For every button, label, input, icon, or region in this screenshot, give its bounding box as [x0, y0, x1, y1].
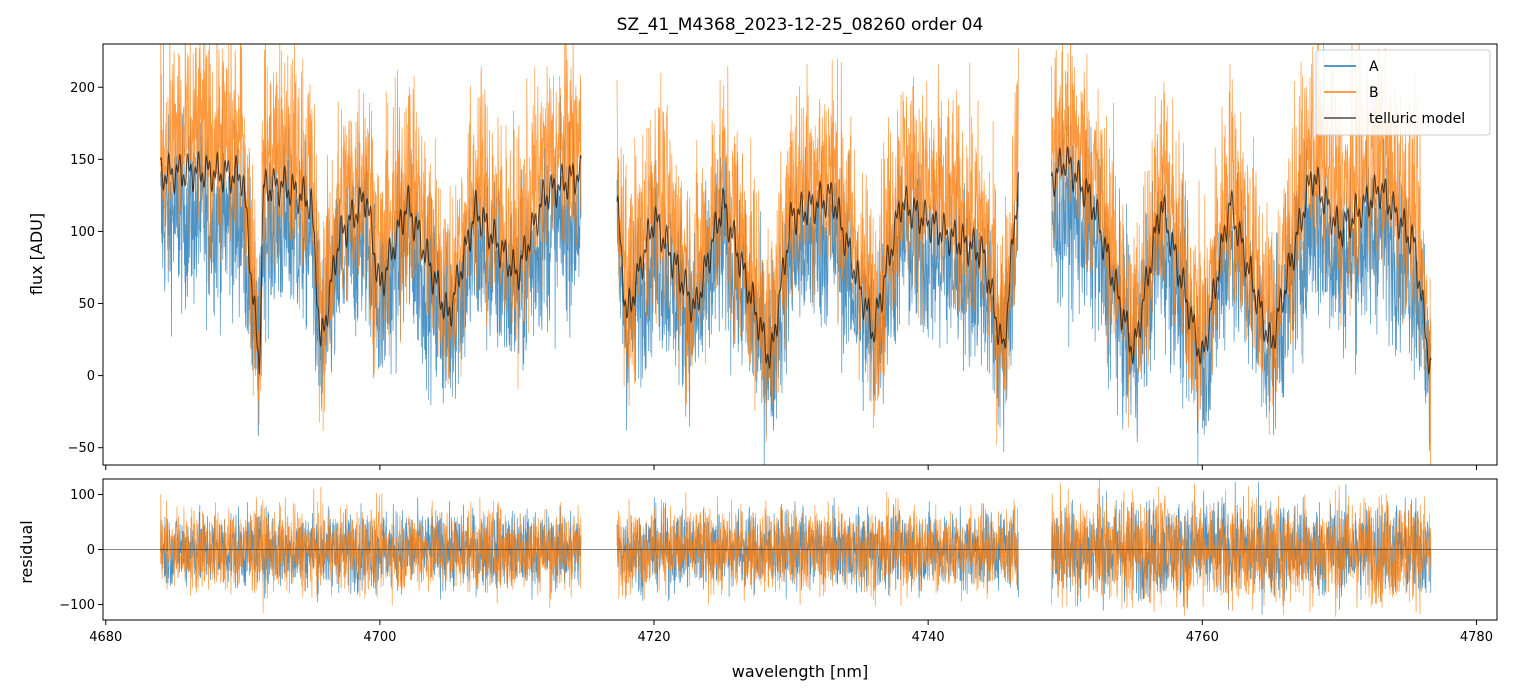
y-tick-label: 100: [70, 225, 95, 240]
top-panel: −50 0 50 100 150 200 flux [ADU] A B telluric …: [27, 43, 1498, 470]
y-tick-label: 0: [87, 543, 95, 558]
x-tick-label: 4720: [637, 630, 670, 645]
y-tick-label: −50: [68, 441, 95, 456]
top-x-ticks: [105, 465, 1477, 470]
chart-title: SZ_41_M4368_2023-12-25_08260 order 04: [617, 15, 984, 35]
bottom-x-ticks: 4680 4700 4720 4740 4760 4780: [89, 620, 1493, 645]
x-tick-label: 4760: [1186, 630, 1219, 645]
series-b-flux: [160, 44, 1432, 465]
legend: A B telluric model: [1315, 49, 1491, 136]
x-tick-label: 4700: [363, 630, 396, 645]
top-y-ticks: −50 0 50 100 150 200: [68, 81, 103, 456]
series-telluric-model: [160, 146, 1432, 375]
y-tick-label: 200: [70, 81, 95, 96]
y-tick-label: 100: [70, 488, 95, 503]
top-ylabel: flux [ADU]: [27, 213, 46, 295]
legend-box: [1315, 49, 1491, 136]
y-tick-label: 0: [87, 369, 95, 384]
bottom-ylabel: residual: [17, 520, 36, 583]
legend-label-a: A: [1369, 59, 1379, 75]
legend-label-telluric: telluric model: [1369, 111, 1465, 127]
y-tick-label: 50: [78, 297, 95, 312]
bottom-y-ticks: −100 0 100: [59, 488, 103, 613]
residual-b: [160, 479, 1432, 617]
bottom-series-group: [103, 479, 1497, 617]
top-series-group: [160, 44, 1432, 465]
top-axes-border: [102, 43, 1498, 466]
y-tick-label: −100: [59, 598, 95, 613]
bottom-panel: −100 0 100 4680 4700 4720 4740 4760 4780 residu…: [17, 478, 1498, 645]
y-tick-label: 150: [70, 153, 95, 168]
x-tick-label: 4780: [1460, 630, 1493, 645]
x-tick-label: 4680: [89, 630, 122, 645]
x-tick-label: 4740: [912, 630, 945, 645]
legend-label-b: B: [1369, 85, 1379, 101]
x-axis-label: wavelength [nm]: [732, 662, 869, 681]
